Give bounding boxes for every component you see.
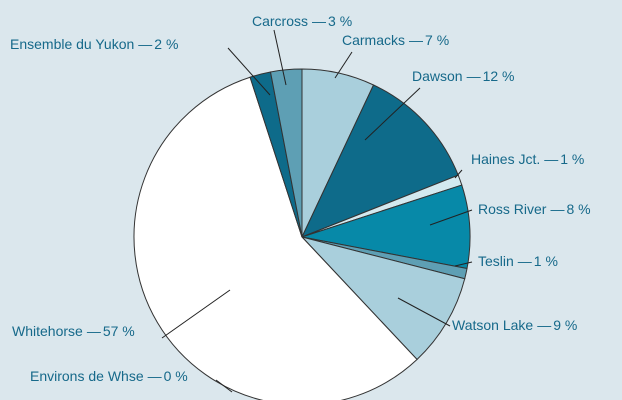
category-name: Watson Lake xyxy=(452,317,533,333)
pie-slice xyxy=(301,84,459,238)
leader-line xyxy=(161,289,231,339)
leader-line xyxy=(454,261,473,267)
slice-label: Watson Lake —9 % xyxy=(452,317,577,333)
slice-label: Carmacks —7 % xyxy=(342,32,449,48)
slice-label: Ensemble du Yukon —2 % xyxy=(10,36,178,52)
category-name: Carmacks xyxy=(342,32,405,48)
separator: — xyxy=(537,317,551,333)
slice-label: Whitehorse —57 % xyxy=(12,323,135,339)
separator: — xyxy=(138,36,152,52)
slice-label: Haines Jct. —1 % xyxy=(471,151,584,167)
slice-label: Teslin —1 % xyxy=(478,253,558,269)
category-name: Dawson xyxy=(412,68,463,84)
leader-line xyxy=(364,87,421,141)
separator: — xyxy=(312,13,326,29)
leader-line xyxy=(454,169,463,179)
slice-label: Carcross —3 % xyxy=(252,13,352,29)
separator: — xyxy=(409,32,423,48)
value-label: 1 % xyxy=(534,253,558,269)
value-label: 7 % xyxy=(425,32,449,48)
value-label: 2 % xyxy=(154,36,178,52)
pie-slice xyxy=(300,236,466,361)
pie-slice xyxy=(269,68,303,238)
value-label: 12 % xyxy=(483,68,515,84)
slice-label: Environs de Whse —0 % xyxy=(30,368,188,384)
category-name: Ensemble du Yukon xyxy=(10,36,134,52)
leader-line xyxy=(273,29,287,86)
leader-line xyxy=(215,379,233,393)
pie-slice xyxy=(133,76,418,400)
separator: — xyxy=(518,253,532,269)
value-label: 3 % xyxy=(328,13,352,29)
category-name: Whitehorse xyxy=(12,323,83,339)
value-label: 0 % xyxy=(164,368,188,384)
value-label: 1 % xyxy=(560,151,584,167)
value-label: 57 % xyxy=(103,323,135,339)
separator: — xyxy=(550,201,564,217)
separator: — xyxy=(148,368,162,384)
slice-label: Ross River —8 % xyxy=(478,201,591,217)
slice-label: Dawson —12 % xyxy=(412,68,515,84)
value-label: 8 % xyxy=(566,201,590,217)
separator: — xyxy=(544,151,558,167)
leader-line xyxy=(227,47,271,96)
separator: — xyxy=(87,323,101,339)
separator: — xyxy=(467,68,481,84)
category-name: Environs de Whse xyxy=(30,368,144,384)
category-name: Teslin xyxy=(478,253,514,269)
category-name: Carcross xyxy=(252,13,308,29)
leader-line xyxy=(334,51,353,79)
leader-line xyxy=(429,209,473,226)
category-name: Haines Jct. xyxy=(471,151,540,167)
category-name: Ross River xyxy=(478,201,547,217)
leader-line xyxy=(397,297,451,327)
value-label: 9 % xyxy=(553,317,577,333)
